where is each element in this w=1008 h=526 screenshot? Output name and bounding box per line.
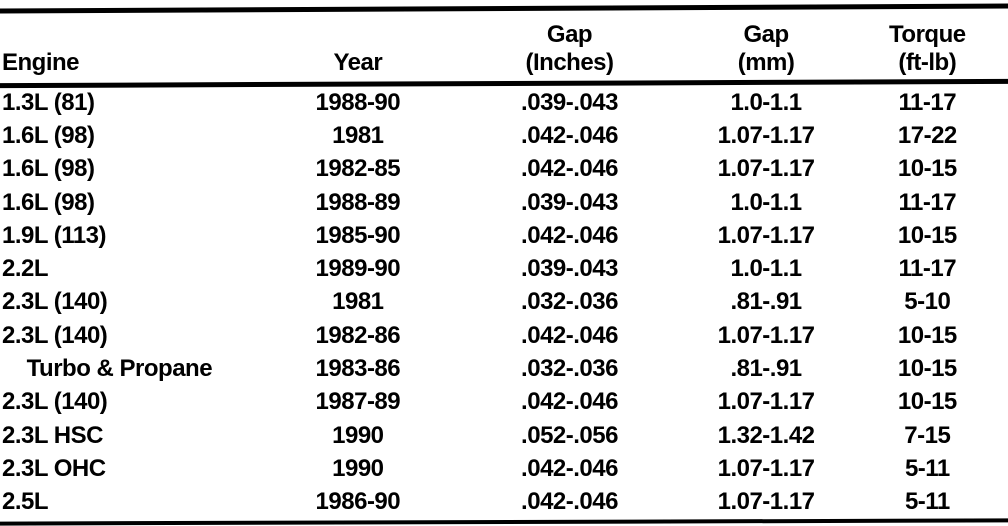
table-row: 2.2L 1989-90 .039-.043 1.0-1.1 11-17 bbox=[0, 252, 1008, 285]
cell-gap-mm: 1.0-1.1 bbox=[730, 188, 802, 216]
cell-engine: 2.3L (140) bbox=[2, 388, 108, 416]
cell-year: 1981 bbox=[332, 121, 384, 149]
cell-torque: 10-15 bbox=[897, 355, 957, 383]
cell-year: 1985-90 bbox=[315, 221, 401, 249]
cell-torque: 5-10 bbox=[904, 288, 951, 316]
cell-gap-mm: .81-.91 bbox=[730, 355, 802, 383]
cell-gap-inches: .042-.046 bbox=[521, 121, 618, 149]
cell-gap-inches: .042-.046 bbox=[521, 155, 618, 183]
column-header-label: Gap bbox=[743, 21, 789, 48]
column-header-label: Year bbox=[333, 49, 383, 76]
column-header-gap-inches: Gap (Inches) bbox=[454, 11, 686, 77]
cell-gap-mm: 1.07-1.17 bbox=[717, 488, 815, 516]
column-header-sublabel: (mm) bbox=[737, 49, 795, 76]
cell-torque: 5-11 bbox=[904, 488, 950, 516]
cell-year: 1982-86 bbox=[315, 321, 401, 349]
cell-engine: 1.6L (98) bbox=[2, 121, 95, 149]
cell-year: 1982-85 bbox=[315, 155, 401, 183]
cell-torque: 10-15 bbox=[897, 321, 957, 349]
cell-engine: 2.3L OHC bbox=[2, 454, 106, 482]
table-row: 1.6L (98) 1981 .042-.046 1.07-1.17 17-22 bbox=[0, 119, 1008, 152]
table-row: 2.5L 1986-90 .042-.046 1.07-1.17 5-11 bbox=[0, 486, 1008, 519]
table-row: 2.3L OHC 1990 .042-.046 1.07-1.17 5-11 bbox=[0, 452, 1008, 485]
scanned-specs-table-page: Engine Year Gap (Inches) Gap (mm) Torque… bbox=[0, 3, 1008, 526]
cell-year: 1988-90 bbox=[315, 88, 401, 116]
cell-torque: 7-15 bbox=[904, 421, 951, 449]
cell-torque: 10-15 bbox=[897, 155, 957, 183]
table-row: 2.3L (140) 1981 .032-.036 .81-.91 5-10 bbox=[0, 286, 1008, 319]
cell-engine: 1.6L (98) bbox=[2, 155, 95, 183]
cell-torque: 11-17 bbox=[898, 88, 957, 116]
table-body: 1.3L (81) 1988-90 .039-.043 1.0-1.1 11-1… bbox=[0, 86, 1008, 519]
column-header-sublabel: (ft-lb) bbox=[898, 49, 957, 76]
cell-gap-mm: 1.0-1.1 bbox=[730, 88, 802, 116]
cell-gap-mm: 1.07-1.17 bbox=[717, 321, 815, 349]
cell-engine: 1.6L (98) bbox=[2, 188, 95, 216]
column-header-sublabel: (Inches) bbox=[525, 49, 615, 76]
cell-torque: 17-22 bbox=[897, 121, 957, 149]
cell-gap-mm: 1.32-1.42 bbox=[717, 421, 815, 449]
table-row: 1.3L (81) 1988-90 .039-.043 1.0-1.1 11-1… bbox=[0, 86, 1008, 119]
cell-gap-inches: .039-.043 bbox=[521, 88, 618, 116]
cell-year: 1986-90 bbox=[315, 488, 401, 516]
cell-engine: Turbo & Propane bbox=[2, 355, 213, 383]
cell-gap-mm: 1.07-1.17 bbox=[717, 388, 815, 416]
cell-gap-mm: 1.07-1.17 bbox=[717, 121, 815, 149]
cell-torque: 11-17 bbox=[898, 188, 957, 216]
table-row: 2.3L HSC 1990 .052-.056 1.32-1.42 7-15 bbox=[0, 419, 1008, 452]
cell-year: 1990 bbox=[332, 421, 384, 449]
cell-torque: 5-11 bbox=[904, 454, 950, 482]
cell-gap-inches: .042-.046 bbox=[521, 488, 618, 516]
table-row: 1.6L (98) 1982-85 .042-.046 1.07-1.17 10… bbox=[0, 153, 1008, 186]
cell-gap-inches: .032-.036 bbox=[521, 288, 618, 316]
cell-engine: 2.5L bbox=[2, 488, 49, 516]
cell-year: 1988-89 bbox=[315, 188, 401, 216]
table-row: 2.3L (140) 1987-89 .042-.046 1.07-1.17 1… bbox=[0, 386, 1008, 419]
cell-engine: 1.9L (113) bbox=[2, 221, 106, 249]
column-header-label: Engine bbox=[2, 49, 80, 76]
cell-gap-inches: .039-.043 bbox=[521, 188, 618, 216]
column-header-torque: Torque (ft-lb) bbox=[847, 11, 1008, 77]
cell-engine: 2.2L bbox=[2, 255, 49, 283]
cell-torque: 11-17 bbox=[898, 255, 957, 283]
cell-year: 1987-89 bbox=[315, 388, 401, 416]
column-header-label: Torque bbox=[889, 21, 966, 48]
column-header-engine: Engine bbox=[0, 11, 262, 77]
cell-engine: 2.3L (140) bbox=[2, 288, 108, 316]
table-row: 1.6L (98) 1988-89 .039-.043 1.0-1.1 11-1… bbox=[0, 186, 1008, 219]
table-row: 1.9L (113) 1985-90 .042-.046 1.07-1.17 1… bbox=[0, 219, 1008, 252]
cell-engine: 1.3L (81) bbox=[2, 88, 95, 116]
cell-gap-mm: 1.07-1.17 bbox=[717, 221, 815, 249]
table-header-row: Engine Year Gap (Inches) Gap (mm) Torque… bbox=[0, 11, 1008, 81]
cell-torque: 10-15 bbox=[897, 388, 957, 416]
cell-year: 1990 bbox=[332, 454, 384, 482]
cell-engine: 2.3L (140) bbox=[2, 321, 108, 349]
cell-gap-mm: 1.07-1.17 bbox=[717, 454, 815, 482]
cell-gap-inches: .042-.046 bbox=[521, 221, 618, 249]
cell-engine: 2.3L HSC bbox=[2, 421, 103, 449]
cell-year: 1983-86 bbox=[315, 355, 401, 383]
cell-gap-inches: .039-.043 bbox=[521, 255, 618, 283]
cell-year: 1981 bbox=[332, 288, 384, 316]
table-row: Turbo & Propane 1983-86 .032-.036 .81-.9… bbox=[0, 352, 1008, 385]
column-header-gap-mm: Gap (mm) bbox=[685, 11, 846, 77]
horizontal-rule-bottom bbox=[0, 518, 1008, 526]
column-header-label: Gap bbox=[546, 21, 593, 48]
cell-gap-inches: .052-.056 bbox=[521, 421, 618, 449]
cell-year: 1989-90 bbox=[315, 255, 401, 283]
cell-gap-inches: .042-.046 bbox=[521, 454, 618, 482]
cell-torque: 10-15 bbox=[897, 221, 957, 249]
cell-gap-inches: .032-.036 bbox=[521, 355, 618, 383]
column-header-year: Year bbox=[262, 11, 454, 77]
cell-gap-inches: .042-.046 bbox=[521, 388, 618, 416]
cell-gap-mm: 1.07-1.17 bbox=[717, 155, 815, 183]
cell-gap-mm: 1.0-1.1 bbox=[730, 255, 802, 283]
cell-gap-mm: .81-.91 bbox=[730, 288, 802, 316]
cell-gap-inches: .042-.046 bbox=[521, 321, 618, 349]
table-row: 2.3L (140) 1982-86 .042-.046 1.07-1.17 1… bbox=[0, 319, 1008, 352]
